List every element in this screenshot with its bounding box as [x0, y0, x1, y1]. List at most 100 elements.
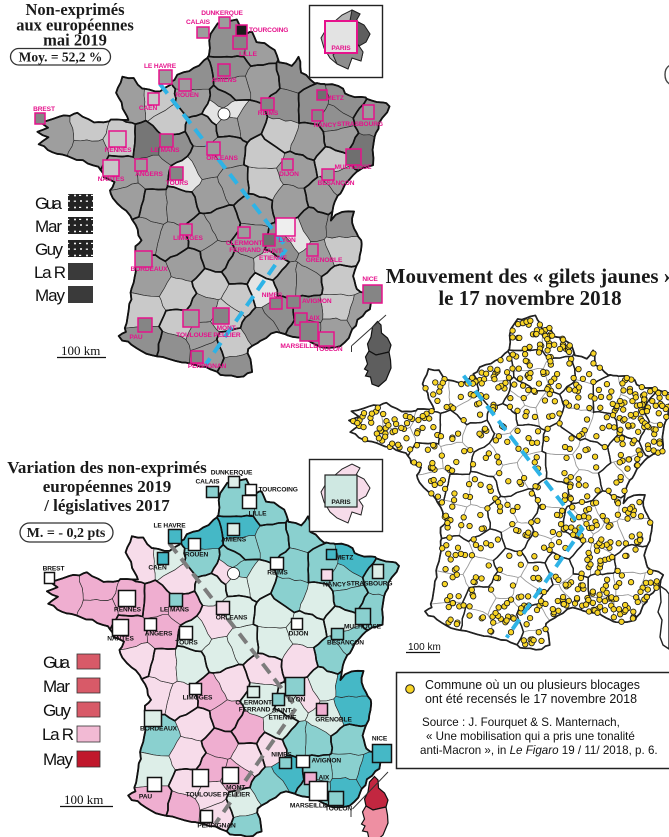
- svg-text:Guy: Guy: [35, 240, 64, 259]
- svg-text:CLERMONT-: CLERMONT-: [235, 700, 273, 707]
- svg-text:aux européennes: aux européennes: [16, 16, 134, 35]
- svg-text:Mar: Mar: [35, 217, 62, 236]
- svg-text:AVIGNON: AVIGNON: [312, 758, 342, 765]
- svg-text:GRENOBLE: GRENOBLE: [306, 257, 343, 264]
- svg-text:100 km: 100 km: [408, 642, 441, 653]
- svg-text:BESANÇON: BESANÇON: [318, 180, 355, 187]
- svg-text:PERPIGNAN: PERPIGNAN: [197, 823, 236, 830]
- svg-text:TOULON: TOULON: [325, 806, 352, 813]
- svg-text:AIX: AIX: [309, 315, 320, 322]
- svg-text:SAINT-: SAINT-: [272, 708, 293, 715]
- svg-text:PELLIER: PELLIER: [223, 792, 250, 799]
- svg-text:Commune où un ou plusieurs blo: Commune où un ou plusieurs blocages: [425, 677, 640, 692]
- svg-text:PELLIER: PELLIER: [213, 332, 240, 339]
- svg-text:LIMOGES: LIMOGES: [173, 235, 203, 242]
- svg-text:LE MANS: LE MANS: [151, 147, 181, 154]
- svg-text:européennes 2019: européennes 2019: [43, 477, 172, 496]
- svg-text:LILLE: LILLE: [249, 511, 268, 518]
- svg-text:PARIS: PARIS: [331, 45, 351, 52]
- svg-text:SAINT-: SAINT-: [262, 248, 283, 255]
- svg-text:/ législatives 2017: / législatives 2017: [43, 496, 170, 515]
- svg-text:RENNES: RENNES: [105, 147, 133, 154]
- svg-text:TOULON: TOULON: [315, 346, 342, 353]
- svg-text:Source : J. Fourquet & S. Mant: Source : J. Fourquet & S. Manternach,: [422, 716, 620, 729]
- svg-text:NICE: NICE: [372, 736, 388, 743]
- svg-text:NIMES: NIMES: [262, 292, 283, 299]
- svg-text:LE HAVRE: LE HAVRE: [144, 63, 177, 70]
- svg-text:Mouvement des « gilets jaunes: Mouvement des « gilets jaunes »: [386, 264, 669, 288]
- svg-text:BORDEAUX: BORDEAUX: [131, 266, 169, 273]
- svg-text:MULHOUSE: MULHOUSE: [335, 164, 373, 171]
- svg-text:CAEN: CAEN: [148, 565, 167, 572]
- svg-text:LYON: LYON: [288, 697, 306, 704]
- svg-text:NIMES: NIMES: [271, 752, 292, 759]
- svg-text:MARSEILLE: MARSEILLE: [290, 803, 328, 810]
- svg-text:FERRAND: FERRAND: [239, 707, 271, 714]
- svg-text:Guy: Guy: [43, 701, 72, 720]
- svg-text:BREST: BREST: [33, 106, 55, 113]
- svg-text:100 km: 100 km: [64, 792, 103, 807]
- svg-text:LE HAVRE: LE HAVRE: [153, 523, 186, 530]
- svg-text:ROUEN: ROUEN: [175, 92, 199, 99]
- svg-text:ANGERS: ANGERS: [145, 631, 173, 638]
- svg-text:mai 2019: mai 2019: [43, 31, 107, 50]
- svg-text:La R: La R: [34, 263, 66, 282]
- svg-text:METZ: METZ: [336, 555, 354, 562]
- svg-text:NANTES: NANTES: [107, 636, 134, 643]
- svg-text:MONT-: MONT-: [226, 785, 247, 792]
- svg-text:TOURS: TOURS: [175, 640, 198, 647]
- svg-text:BESANÇON: BESANÇON: [327, 640, 364, 647]
- svg-text:FERRAND: FERRAND: [229, 247, 261, 254]
- svg-text:DIJON: DIJON: [279, 171, 299, 178]
- svg-text:ANGERS: ANGERS: [135, 171, 163, 178]
- svg-text:TOURCOING: TOURCOING: [259, 487, 298, 494]
- svg-text:ORLEANS: ORLEANS: [206, 155, 238, 162]
- svg-text:NICE: NICE: [362, 276, 378, 283]
- svg-text:NANTES: NANTES: [98, 176, 125, 183]
- svg-text:ETIENNE: ETIENNE: [269, 715, 298, 722]
- svg-text:REIMS: REIMS: [258, 110, 279, 117]
- svg-text:PAU: PAU: [139, 794, 152, 801]
- svg-text:Gua: Gua: [43, 653, 71, 672]
- svg-text:DUNKERQUE: DUNKERQUE: [201, 10, 243, 17]
- svg-text:May: May: [35, 286, 66, 305]
- svg-text:MONT-: MONT-: [217, 325, 238, 332]
- svg-text:STRASBOURG: STRASBOURG: [347, 581, 393, 588]
- svg-text:MULHOUSE: MULHOUSE: [344, 624, 382, 631]
- svg-text:BORDEAUX: BORDEAUX: [140, 726, 178, 733]
- svg-text:Moy. = 52,2 %: Moy. = 52,2 %: [19, 50, 103, 65]
- svg-text:PAU: PAU: [129, 334, 142, 341]
- svg-text:TOURS: TOURS: [166, 180, 189, 187]
- svg-text:GRENOBLE: GRENOBLE: [315, 717, 352, 724]
- svg-text:METZ: METZ: [326, 95, 344, 102]
- svg-text:ETIENNE: ETIENNE: [259, 255, 288, 262]
- svg-text:le 17 novembre 2018: le 17 novembre 2018: [438, 286, 621, 310]
- svg-text:PARIS: PARIS: [331, 499, 351, 506]
- svg-text:Mar: Mar: [43, 677, 70, 696]
- svg-text:LIMOGES: LIMOGES: [183, 695, 213, 702]
- svg-text:Non-exprimés: Non-exprimés: [26, 0, 126, 19]
- svg-text:PERPIGNAN: PERPIGNAN: [188, 363, 227, 370]
- svg-text:ORLEANS: ORLEANS: [216, 615, 248, 622]
- svg-text:AVIGNON: AVIGNON: [302, 298, 332, 305]
- svg-text:RENNES: RENNES: [114, 607, 142, 614]
- svg-text:AIX: AIX: [319, 775, 330, 782]
- svg-text:CALAIS: CALAIS: [186, 19, 211, 26]
- svg-text:LE MANS: LE MANS: [160, 607, 190, 614]
- svg-text:NANCY: NANCY: [323, 582, 347, 589]
- svg-text:AMIENS: AMIENS: [211, 77, 237, 84]
- svg-text:ROUEN: ROUEN: [185, 552, 209, 559]
- svg-text:CALAIS: CALAIS: [196, 479, 221, 486]
- svg-text:BREST: BREST: [43, 566, 65, 573]
- svg-text:DUNKERQUE: DUNKERQUE: [211, 470, 253, 477]
- svg-text:May: May: [43, 750, 74, 769]
- svg-text:LYON: LYON: [278, 237, 296, 244]
- svg-text:« Une mobilisation qui a pris: « Une mobilisation qui a pris une tonali…: [426, 730, 635, 743]
- svg-text:AMIENS: AMIENS: [221, 537, 247, 544]
- svg-text:TOURCOING: TOURCOING: [249, 27, 288, 34]
- svg-text:STRASBOURG: STRASBOURG: [337, 121, 383, 128]
- svg-text:TOULOUSE: TOULOUSE: [186, 792, 222, 799]
- svg-text:CAEN: CAEN: [139, 105, 158, 112]
- svg-text:Gua: Gua: [35, 194, 63, 213]
- svg-text:Variation des non-exprimés: Variation des non-exprimés: [7, 458, 207, 477]
